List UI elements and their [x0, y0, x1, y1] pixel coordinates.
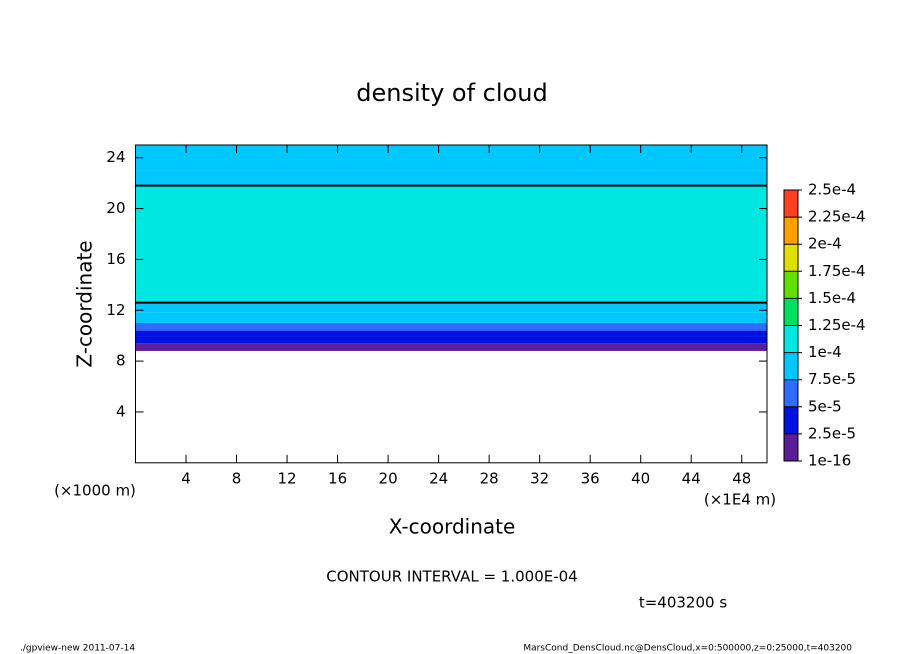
colorbar-swatch: [784, 433, 798, 461]
field-band: [135, 330, 767, 337]
colorbar-label: 1e-16: [808, 452, 851, 470]
y-tick-label: 24: [106, 148, 125, 166]
footer-right: MarsCond_DensCloud.nc@DensCloud,x=0:5000…: [523, 644, 852, 654]
x-tick-label: 8: [232, 469, 242, 487]
x-axis-label: X-coordinate: [389, 515, 516, 539]
field-band: [135, 302, 767, 313]
colorbar-swatch: [784, 190, 798, 218]
x-tick-label: 16: [328, 469, 347, 487]
x-tick-label: 12: [278, 469, 297, 487]
y-tick-label: 16: [106, 250, 125, 268]
colorbar-label: 1.25e-4: [808, 316, 866, 334]
x-tick-label: 40: [631, 469, 650, 487]
colorbar-swatch: [784, 244, 798, 272]
x-tick-label: 36: [581, 469, 600, 487]
colorbar-label: 1e-4: [808, 343, 842, 361]
colorbar-label: 1.75e-4: [808, 262, 866, 280]
y-unit: (×1000 m): [54, 482, 136, 500]
contour-interval: CONTOUR INTERVAL = 1.000E-04: [326, 568, 577, 586]
colorbar-swatch: [784, 217, 798, 245]
x-tick-label: 48: [732, 469, 751, 487]
colorbar-swatch: [784, 271, 798, 299]
colorbar-swatch: [784, 352, 798, 380]
y-tick-label: 4: [116, 402, 126, 420]
x-tick-label: 32: [530, 469, 549, 487]
y-tick-label: 12: [106, 301, 125, 319]
field-band: [135, 343, 767, 351]
x-tick-label: 4: [181, 469, 191, 487]
colorbar-label: 2.5e-4: [808, 181, 856, 199]
colorbar-label: 5e-5: [808, 397, 842, 415]
field-band: [135, 322, 767, 331]
x-unit: (×1E4 m): [704, 491, 776, 509]
x-tick-label: 20: [379, 469, 398, 487]
colorbar-label: 2.25e-4: [808, 208, 866, 226]
y-axis-label: Z-coordinate: [73, 240, 97, 367]
y-tick-label: 8: [116, 352, 126, 370]
x-tick-label: 44: [682, 469, 701, 487]
colorbar-swatch: [784, 325, 798, 353]
colorbar-label: 2.5e-5: [808, 424, 856, 442]
field-band: [135, 185, 767, 303]
time-label: t=403200 s: [639, 594, 727, 612]
colorbar-label: 7.5e-5: [808, 370, 856, 388]
colorbar-label: 1.5e-4: [808, 289, 856, 307]
y-tick-label: 20: [106, 199, 125, 217]
field-band: [135, 170, 767, 186]
chart-title: density of cloud: [356, 79, 547, 107]
x-tick-label: 28: [480, 469, 499, 487]
field-band: [135, 145, 767, 171]
colorbar-swatch: [784, 406, 798, 434]
x-tick-label: 24: [429, 469, 448, 487]
field-band: [135, 312, 767, 323]
colorbar-swatch: [784, 298, 798, 326]
colorbar-label: 2e-4: [808, 235, 842, 253]
field-band: [135, 336, 767, 344]
plot-frame: [135, 144, 768, 464]
footer-left: ./gpview-new 2011-07-14: [20, 644, 135, 654]
colorbar-swatch: [784, 379, 798, 407]
